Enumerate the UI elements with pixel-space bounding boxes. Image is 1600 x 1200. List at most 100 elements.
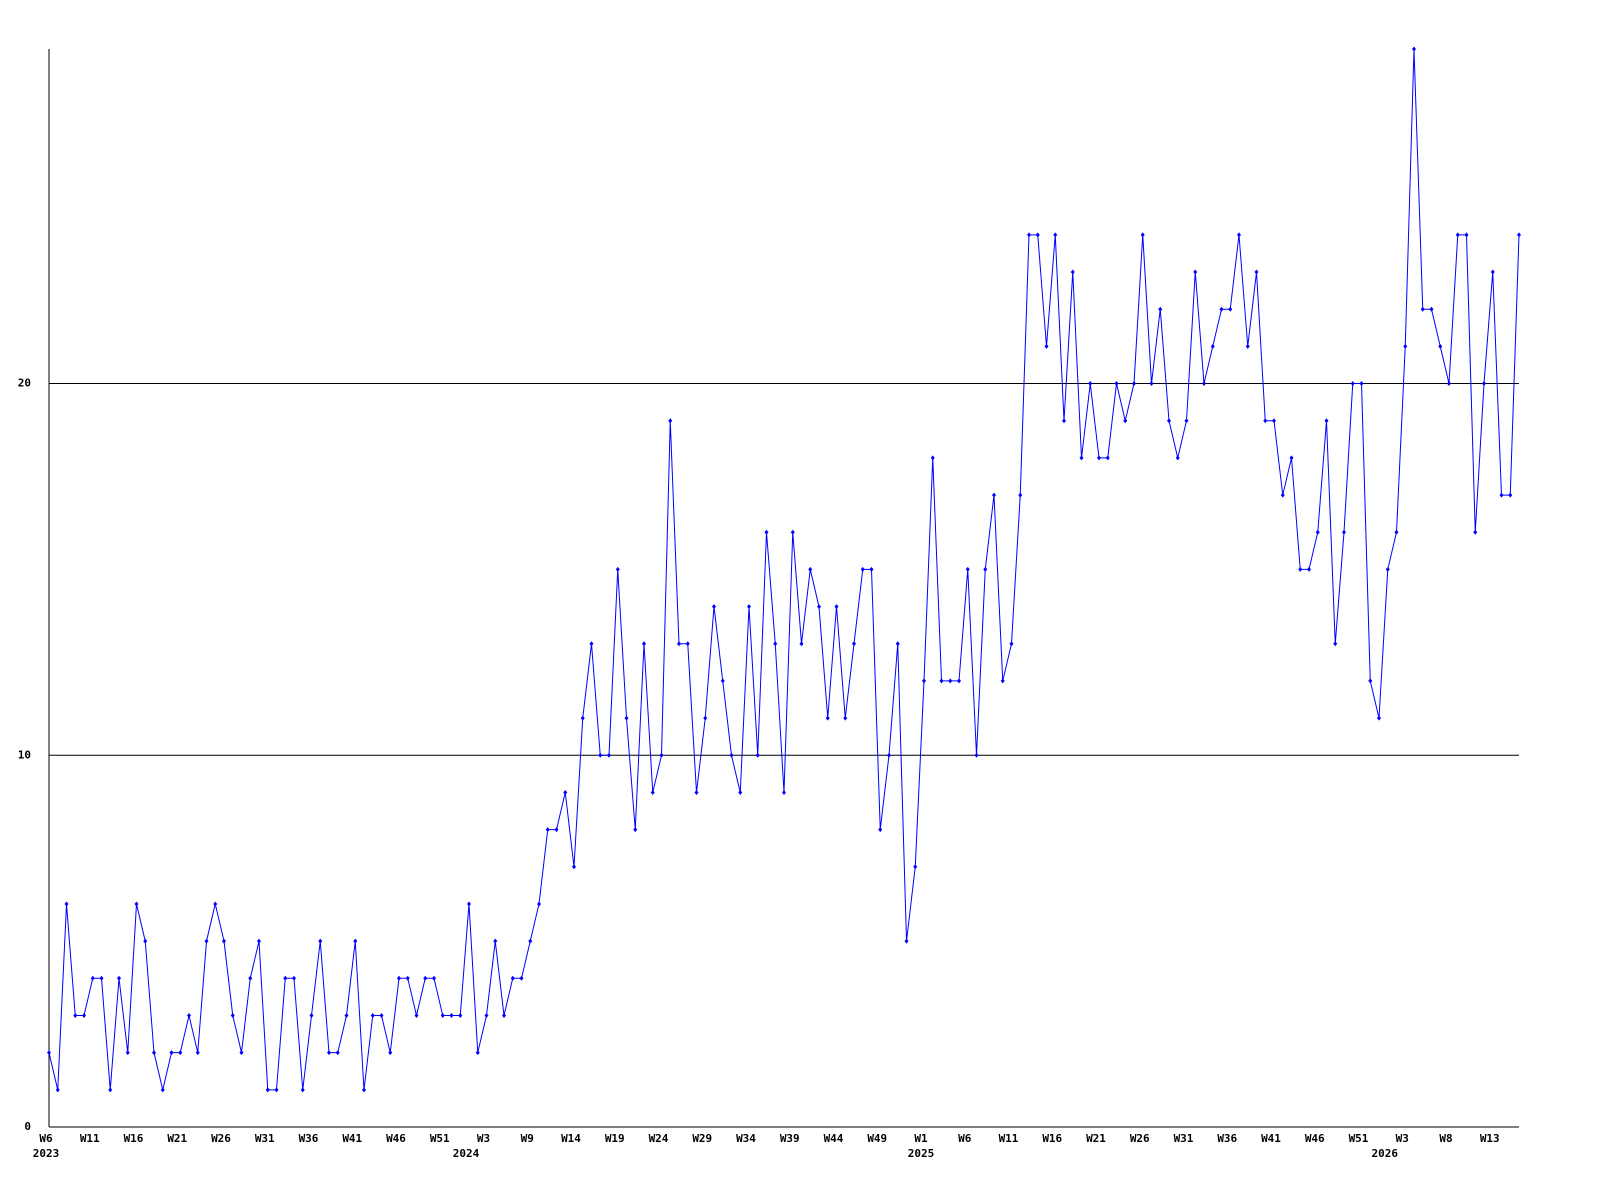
point: [554, 827, 559, 833]
x-tick-label: W21: [167, 1132, 187, 1145]
point: [405, 975, 410, 981]
point: [1088, 381, 1093, 387]
point: [913, 864, 918, 870]
point: [99, 975, 104, 981]
point: [1272, 418, 1276, 424]
point: [467, 901, 471, 907]
y-tick-label: 0: [24, 1120, 31, 1133]
point: [1219, 306, 1224, 312]
point: [642, 641, 646, 647]
point: [729, 752, 734, 758]
point: [1368, 678, 1373, 684]
point: [589, 641, 594, 647]
point: [519, 975, 524, 981]
x-year-label: 2023: [33, 1147, 60, 1160]
point: [353, 938, 358, 944]
point: [974, 752, 979, 758]
point: [1482, 381, 1486, 387]
point: [1403, 343, 1408, 349]
point: [230, 1012, 235, 1018]
point: [265, 1087, 270, 1093]
point: [1473, 529, 1478, 535]
point: [615, 566, 620, 572]
point: [134, 901, 139, 907]
point: [825, 715, 830, 721]
point: [1263, 418, 1268, 424]
point: [747, 604, 751, 610]
x-tick-label: W13: [1480, 1132, 1500, 1145]
point: [1228, 306, 1233, 312]
point: [712, 604, 716, 610]
point: [274, 1087, 279, 1093]
point: [222, 938, 226, 944]
point: [1175, 455, 1180, 461]
point: [624, 715, 629, 721]
point: [1184, 418, 1189, 424]
point: [948, 678, 953, 684]
point: [720, 678, 725, 684]
point: [992, 492, 996, 498]
point: [1167, 418, 1171, 424]
x-tick-label: W29: [692, 1132, 712, 1145]
point: [607, 752, 611, 758]
y-tick-label: 20: [18, 377, 31, 390]
x-tick-label: W26: [211, 1132, 231, 1145]
point: [1079, 455, 1084, 461]
point: [458, 1012, 463, 1018]
point: [195, 1050, 200, 1056]
point: [537, 901, 541, 907]
x-year-label: 2025: [908, 1147, 935, 1160]
point: [125, 1050, 130, 1056]
point: [1394, 529, 1399, 535]
point: [1350, 381, 1355, 387]
point: [370, 1012, 375, 1018]
point: [1254, 269, 1259, 275]
x-tick-label: W41: [1261, 1132, 1281, 1145]
point: [73, 1012, 78, 1018]
point: [1333, 641, 1338, 647]
point: [598, 752, 603, 758]
point: [414, 1012, 419, 1018]
point: [887, 752, 891, 758]
point: [694, 789, 699, 795]
point: [659, 752, 664, 758]
point: [904, 938, 909, 944]
point: [283, 975, 288, 981]
x-tick-label: W16: [124, 1132, 144, 1145]
point: [502, 1012, 506, 1018]
x-tick-label: W3: [1396, 1132, 1409, 1145]
point: [834, 604, 839, 610]
point: [1298, 566, 1303, 572]
point: [790, 529, 795, 535]
point: [152, 1050, 156, 1056]
point: [1499, 492, 1504, 498]
point: [764, 529, 769, 535]
point: [362, 1087, 366, 1093]
x-tick-label: W1: [914, 1132, 928, 1145]
point: [668, 418, 673, 424]
x-tick-label: W14: [561, 1132, 581, 1145]
point: [1289, 455, 1294, 461]
point: [1210, 343, 1215, 349]
point: [257, 938, 261, 944]
x-tick-label: W11: [999, 1132, 1019, 1145]
point: [1342, 529, 1346, 535]
point: [922, 678, 926, 684]
point: [1202, 381, 1206, 387]
point: [799, 641, 804, 647]
x-year-label: 2024: [453, 1147, 480, 1160]
point: [344, 1012, 349, 1018]
point: [1114, 381, 1119, 387]
point: [677, 641, 681, 647]
x-tick-label: W8: [1439, 1132, 1452, 1145]
x-tick-label: W36: [299, 1132, 319, 1145]
point: [423, 975, 428, 981]
point: [510, 975, 515, 981]
point: [817, 604, 821, 610]
point: [808, 566, 813, 572]
point: [1035, 232, 1040, 238]
point: [773, 641, 778, 647]
